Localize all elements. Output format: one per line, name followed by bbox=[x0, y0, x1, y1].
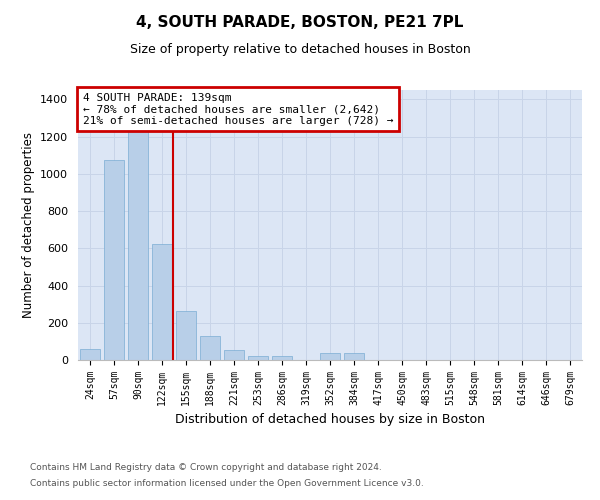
Bar bbox=[104, 160, 124, 360]
Text: 4 SOUTH PARADE: 139sqm
← 78% of detached houses are smaller (2,642)
21% of semi-: 4 SOUTH PARADE: 139sqm ← 78% of detached… bbox=[83, 92, 394, 126]
Text: 4, SOUTH PARADE, BOSTON, PE21 7PL: 4, SOUTH PARADE, BOSTON, PE21 7PL bbox=[136, 15, 464, 30]
Y-axis label: Number of detached properties: Number of detached properties bbox=[22, 132, 35, 318]
Bar bbox=[128, 114, 148, 360]
Bar bbox=[344, 354, 364, 360]
Bar bbox=[224, 350, 244, 360]
Text: Contains HM Land Registry data © Crown copyright and database right 2024.: Contains HM Land Registry data © Crown c… bbox=[30, 464, 382, 472]
Text: Size of property relative to detached houses in Boston: Size of property relative to detached ho… bbox=[130, 42, 470, 56]
Bar bbox=[80, 349, 100, 360]
Bar bbox=[152, 244, 172, 360]
X-axis label: Distribution of detached houses by size in Boston: Distribution of detached houses by size … bbox=[175, 414, 485, 426]
Bar bbox=[248, 356, 268, 360]
Bar bbox=[320, 354, 340, 360]
Text: Contains public sector information licensed under the Open Government Licence v3: Contains public sector information licen… bbox=[30, 478, 424, 488]
Bar bbox=[200, 336, 220, 360]
Bar bbox=[272, 356, 292, 360]
Bar bbox=[176, 310, 196, 360]
